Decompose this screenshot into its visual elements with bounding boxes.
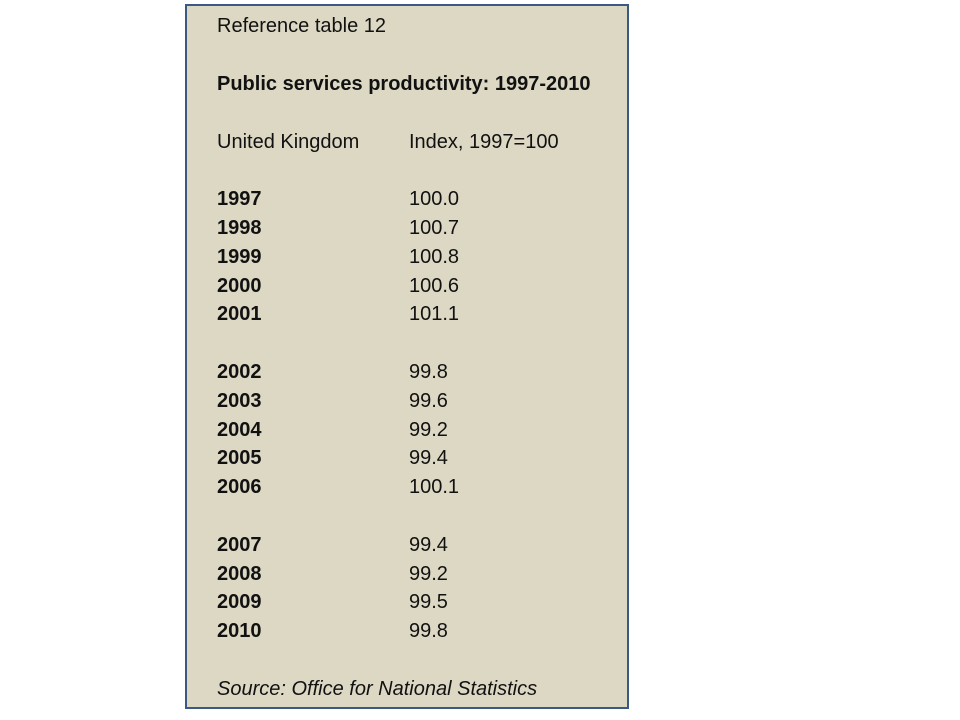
row-value: 99.5 [409, 591, 448, 613]
row-year: 2000 [217, 275, 262, 297]
row-year: 1998 [217, 217, 262, 239]
row-value: 99.2 [409, 419, 448, 441]
row-value: 100.7 [409, 217, 460, 239]
row-value: 99.4 [409, 534, 448, 556]
row-year: 2010 [217, 620, 262, 642]
table-title: Public services productivity: 1997-2010 [217, 73, 591, 95]
table-row: 2002 99.8 [187, 360, 627, 384]
row-year: 2003 [217, 390, 262, 412]
table-row: 2004 99.2 [187, 418, 627, 442]
row-year: 2001 [217, 303, 262, 325]
row-value: 100.6 [409, 275, 460, 297]
row-value: 101.1 [409, 303, 460, 325]
reference-table-panel: Reference table 12 Public services produ… [185, 4, 629, 709]
table-row: 1999 100.8 [187, 245, 627, 269]
table-row: 2000 100.6 [187, 274, 627, 298]
index-label: Index, 1997=100 [409, 131, 559, 153]
table-row: 1998 100.7 [187, 216, 627, 240]
row-value: 100.1 [409, 476, 460, 498]
table-row: 2009 99.5 [187, 590, 627, 614]
row-value: 100.8 [409, 246, 460, 268]
reference-label: Reference table 12 [217, 15, 387, 37]
row-value: 99.6 [409, 390, 448, 412]
row-value: 99.4 [409, 447, 448, 469]
row-year: 2006 [217, 476, 262, 498]
source-note: Source: Office for National Statistics [217, 678, 538, 700]
table-row: 2010 99.8 [187, 619, 627, 643]
row-value: 99.8 [409, 361, 448, 383]
row-year: 1999 [217, 246, 262, 268]
row-year: 2009 [217, 591, 262, 613]
row-value: 99.8 [409, 620, 448, 642]
row-year: 2002 [217, 361, 262, 383]
table-row: 2001 101.1 [187, 302, 627, 326]
table-row: 2003 99.6 [187, 389, 627, 413]
region-label: United Kingdom [217, 131, 360, 153]
table-row: 2005 99.4 [187, 446, 627, 470]
row-value: 100.0 [409, 188, 460, 210]
row-value: 99.2 [409, 563, 448, 585]
table-row: 2008 99.2 [187, 562, 627, 586]
table-row: 2006 100.1 [187, 475, 627, 499]
row-year: 1997 [217, 188, 262, 210]
row-year: 2005 [217, 447, 262, 469]
row-year: 2008 [217, 563, 262, 585]
table-row: 1997 100.0 [187, 187, 627, 211]
row-year: 2004 [217, 419, 262, 441]
table-row: 2007 99.4 [187, 533, 627, 557]
row-year: 2007 [217, 534, 262, 556]
